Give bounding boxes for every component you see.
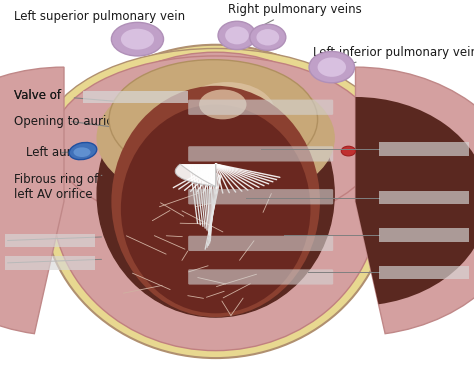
Ellipse shape: [341, 146, 356, 156]
Bar: [379, 142, 469, 156]
Ellipse shape: [111, 22, 164, 56]
Ellipse shape: [309, 51, 355, 83]
Text: Opening to auricle: Opening to auricle: [14, 115, 124, 128]
Text: Valve of: Valve of: [14, 89, 69, 101]
Text: Left auricle: Left auricle: [26, 147, 92, 159]
Ellipse shape: [73, 147, 91, 157]
Ellipse shape: [43, 48, 389, 235]
Ellipse shape: [225, 26, 249, 44]
Text: Valve of: Valve of: [14, 89, 128, 102]
Ellipse shape: [109, 60, 318, 179]
FancyBboxPatch shape: [188, 189, 333, 204]
Ellipse shape: [199, 90, 246, 119]
Ellipse shape: [111, 86, 320, 317]
Bar: [83, 91, 188, 103]
Text: Fibrous ring of
left AV orifice: Fibrous ring of left AV orifice: [14, 172, 102, 201]
Ellipse shape: [180, 82, 275, 142]
Wedge shape: [0, 67, 64, 334]
Ellipse shape: [52, 52, 379, 351]
FancyBboxPatch shape: [188, 236, 333, 251]
Ellipse shape: [121, 104, 310, 313]
Wedge shape: [356, 97, 474, 304]
Ellipse shape: [69, 142, 97, 160]
Text: Left superior pulmonary vein: Left superior pulmonary vein: [14, 10, 185, 38]
Ellipse shape: [121, 29, 154, 50]
Ellipse shape: [97, 71, 334, 317]
Bar: [379, 228, 469, 242]
Wedge shape: [356, 67, 474, 334]
Bar: [5, 256, 95, 270]
FancyBboxPatch shape: [188, 100, 333, 115]
Text: Left inferior pulmonary vein: Left inferior pulmonary vein: [313, 46, 474, 66]
PathPatch shape: [180, 164, 216, 186]
Bar: [5, 234, 95, 247]
Bar: [379, 266, 469, 279]
Ellipse shape: [97, 71, 334, 205]
Ellipse shape: [256, 29, 279, 46]
Ellipse shape: [52, 56, 379, 228]
Ellipse shape: [218, 21, 256, 50]
Ellipse shape: [250, 24, 286, 50]
Ellipse shape: [43, 45, 389, 358]
Text: Right pulmonary veins: Right pulmonary veins: [228, 3, 361, 32]
Ellipse shape: [318, 57, 346, 77]
FancyBboxPatch shape: [188, 146, 333, 162]
PathPatch shape: [175, 164, 216, 186]
Bar: [379, 191, 469, 204]
FancyBboxPatch shape: [188, 269, 333, 285]
